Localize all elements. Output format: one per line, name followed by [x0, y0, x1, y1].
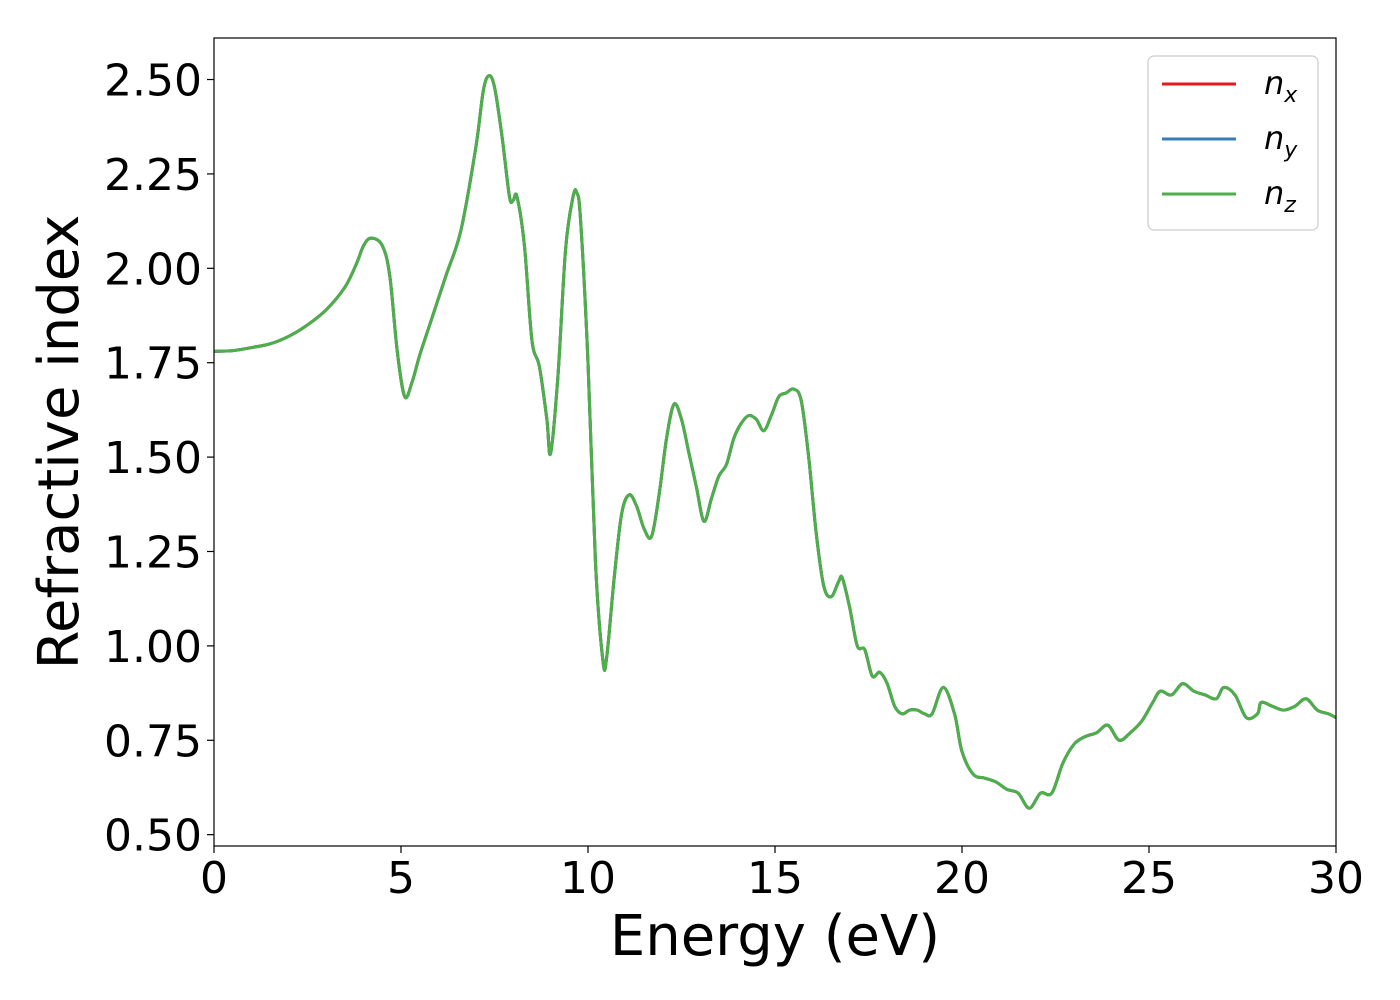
y-axis-ticks: 0.50 0.75 1.00 1.25 1.50 1.75 2.00 2.25 2.50 [104, 56, 214, 862]
x-tick-label: 5 [387, 853, 415, 904]
x-tick-label: 20 [934, 853, 990, 904]
legend-label: nz [1264, 174, 1296, 218]
y-tick-label: 2.25 [104, 150, 202, 201]
legend: nx ny nz [1147, 55, 1319, 231]
legend-box [1147, 55, 1319, 231]
y-tick-label: 1.00 [104, 622, 202, 673]
y-tick-label: 1.25 [104, 527, 202, 578]
series-line-n-z [213, 74, 1337, 810]
y-axis-title: Refractive index [27, 215, 92, 670]
x-axis-title: Energy (eV) [610, 904, 940, 969]
x-tick-label: 30 [1308, 853, 1364, 904]
x-axis-ticks: 0 5 10 15 20 25 30 [200, 846, 1364, 904]
y-tick-label: 2.50 [104, 56, 202, 107]
x-tick-label: 15 [747, 853, 803, 904]
plot-lines [213, 74, 1337, 810]
legend-items: nx ny nz [1162, 64, 1298, 218]
legend-label: ny [1264, 119, 1298, 163]
legend-label: nx [1264, 64, 1298, 108]
x-tick-label: 10 [560, 853, 616, 904]
x-tick-label: 0 [200, 853, 228, 904]
y-tick-label: 1.75 [104, 339, 202, 390]
y-tick-label: 0.50 [104, 811, 202, 862]
y-tick-label: 0.75 [104, 716, 202, 767]
y-tick-label: 1.50 [104, 433, 202, 484]
y-tick-label: 2.00 [104, 244, 202, 295]
x-tick-label: 25 [1121, 853, 1177, 904]
